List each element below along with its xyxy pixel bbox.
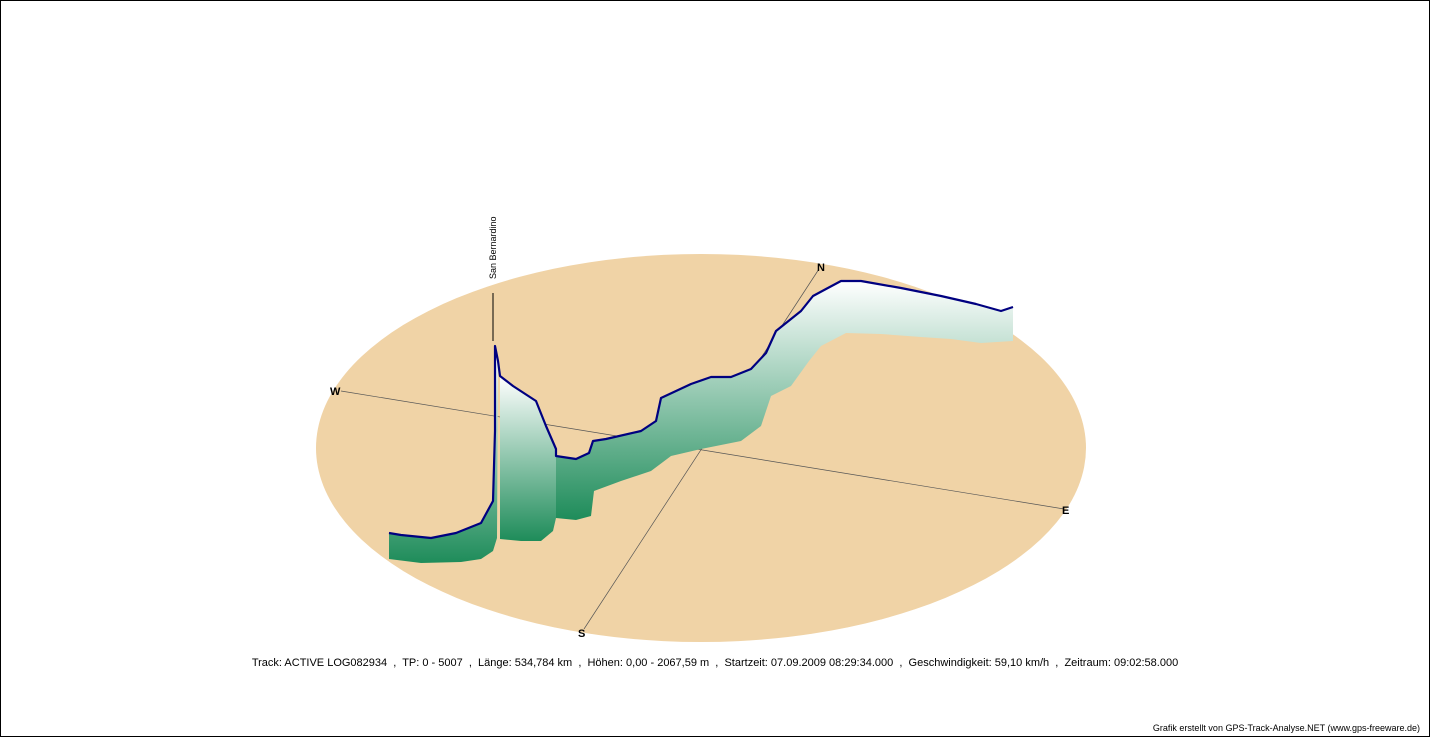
- track-summary-caption: Track: ACTIVE LOG082934 , TP: 0 - 5007 ,…: [251, 657, 1179, 669]
- track-profile-line: [388, 279, 1014, 540]
- compass-s: S: [578, 628, 585, 640]
- elevation-wall-segment: [556, 281, 1013, 520]
- axis-west-east: [340, 390, 1065, 510]
- compass-e: E: [1062, 505, 1069, 517]
- elevation-wall-segment: [389, 346, 498, 563]
- annotation-san-bernardino: San Bernardino: [488, 216, 498, 279]
- credit-text: Grafik erstellt von GPS-Track-Analyse.NE…: [1152, 723, 1420, 733]
- compass-w: W: [330, 386, 341, 398]
- compass-n: N: [817, 262, 825, 274]
